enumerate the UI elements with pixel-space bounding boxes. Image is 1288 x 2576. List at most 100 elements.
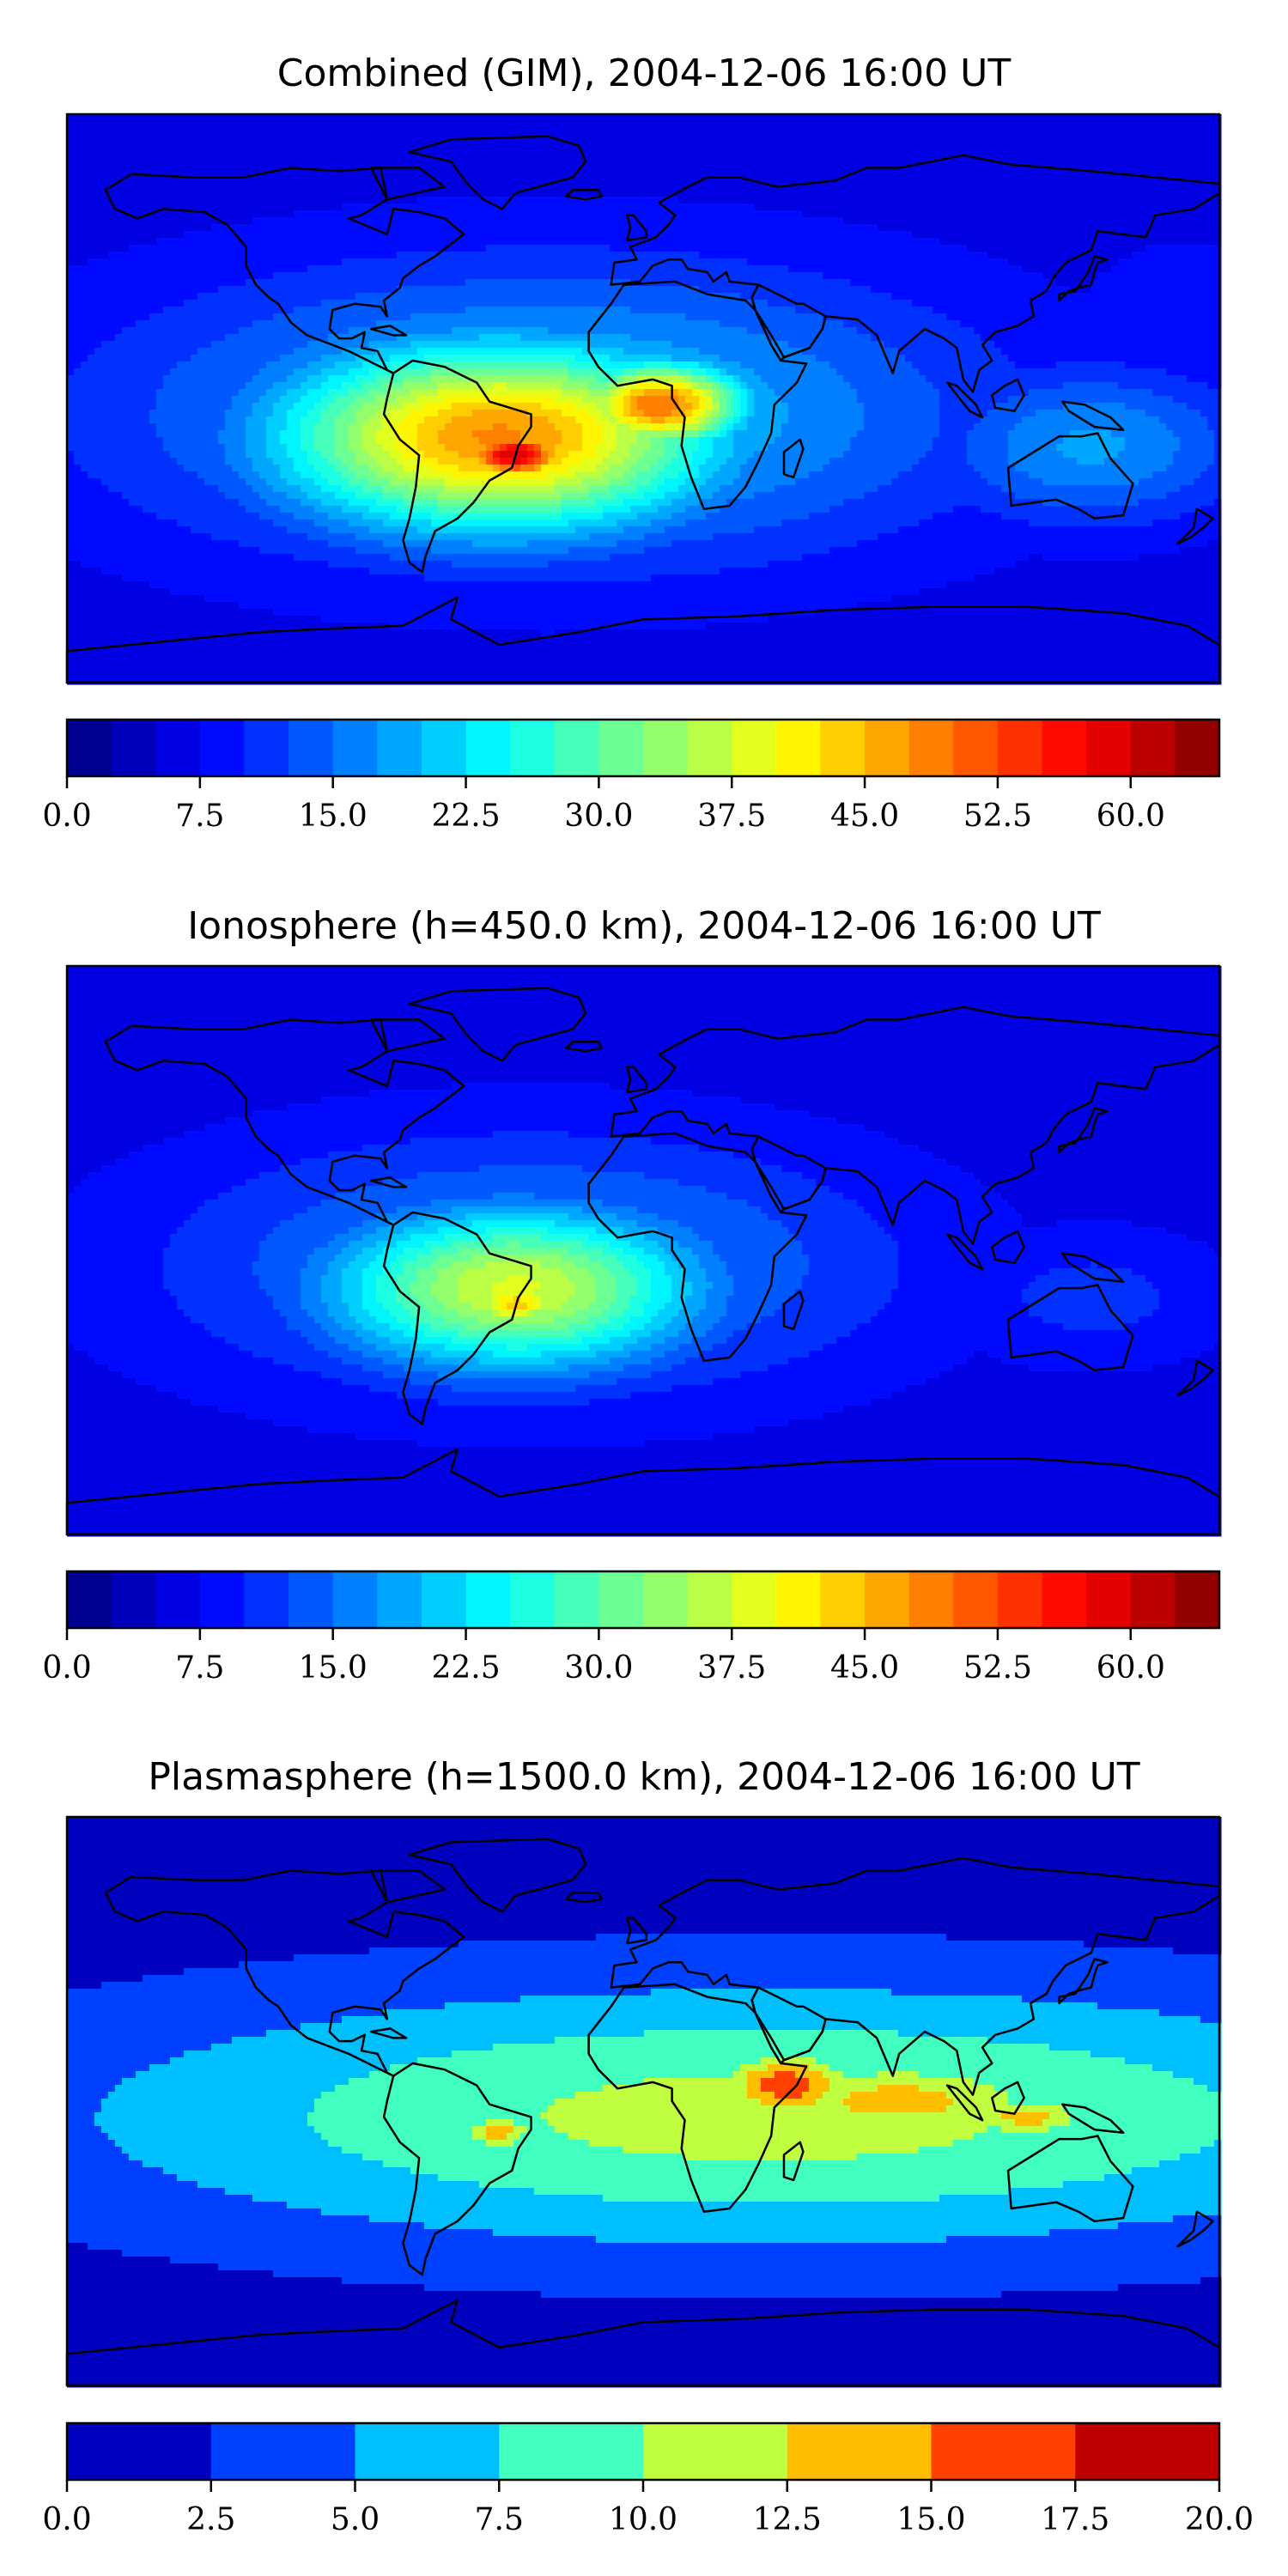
coastline-australia [1006,1284,1134,1372]
coastline-south-america [382,359,532,574]
coastline-madagascar [782,438,805,479]
colorbar-swatches [67,1571,1220,1628]
map-frame [65,1815,1221,2387]
colorbar-swatch [465,1571,511,1628]
coastline-greenland [408,987,587,1062]
colorbar-swatch [111,720,156,776]
colorbar-swatch [244,720,289,776]
coastline-borneo [991,1230,1025,1264]
colorbar-swatch [732,720,777,776]
coastline-layer [65,135,1221,684]
coastline-uk [626,214,647,242]
coastline-new-zealand [1176,1359,1214,1397]
coastline-borneo [991,2081,1025,2115]
colorbar-swatch [67,1571,112,1628]
panel-ionosphere: Ionosphere (h=450.0 km), 2004-12-06 16:0… [0,859,1288,1717]
colorbar-tick-label: 10.0 [609,2502,677,2537]
colorbar-tick-label: 15.0 [299,799,368,834]
colorbar-swatch [865,1571,910,1628]
colorbar-swatch [377,720,422,776]
coastline-baffin-island [369,167,447,201]
colorbar-swatch [67,720,112,776]
coastline-iceland [565,1041,603,1053]
colorbar-swatch [289,1571,334,1628]
coastline-baffin-island [369,1869,447,1904]
colorbar-swatch [1075,2423,1220,2480]
colorbar-tick-label: 37.5 [697,1650,766,1686]
colorbar-swatch [510,720,556,776]
chart-title: Plasmasphere (h=1500.0 km), 2004-12-06 1… [0,1755,1288,1799]
colorbar-swatch [510,1571,556,1628]
colorbar-tick-label: 22.5 [431,1650,500,1686]
colorbar-swatch [244,1571,289,1628]
colorbar-swatch [421,1571,467,1628]
colorbar-tick-label: 15.0 [896,2502,965,2537]
colorbar-swatch [1175,720,1220,776]
coastline-iceland [565,1892,603,1904]
colorbar-swatch [908,720,954,776]
coastline-new-guinea [1061,2103,1125,2135]
colorbar-swatch [931,2423,1076,2480]
colorbar-swatch [199,1571,246,1628]
coastline-australia [1006,2135,1134,2223]
colorbar-swatch [953,1571,999,1628]
colorbar-tick-label: 45.0 [830,799,899,834]
coastline-africa [587,1132,808,1362]
colorbar-swatch [787,2423,933,2480]
colorbar-swatch [775,720,822,776]
panel-combined: Combined (GIM), 2004-12-06 16:00 UT 0.0 7… [0,0,1288,859]
panel-plasmasphere: Plasmasphere (h=1500.0 km), 2004-12-06 1… [0,1717,1288,2576]
chart-title: Combined (GIM), 2004-12-06 16:00 UT [0,52,1288,95]
coastline-iceland [565,189,603,201]
coastline-australia [1006,432,1134,520]
colorbar-swatch [997,1571,1043,1628]
colorbar-tick-label: 0.0 [42,1650,91,1686]
colorbar-swatch [465,720,511,776]
colorbar-swatch [1130,720,1176,776]
colorbar-tick-label: 52.5 [963,1650,1032,1686]
coastline-layer [65,987,1221,1536]
colorbar-tick-label: 7.5 [175,799,224,834]
coastline-africa [587,280,808,510]
coastline-south-america [382,1211,532,1425]
colorbar-tick-label: 17.5 [1041,2502,1109,2537]
coastline-antarctica [65,596,1221,684]
colorbar-tick-label: 5.0 [331,2502,380,2537]
colorbar-swatch [598,720,644,776]
coastline-uk [626,1917,647,1945]
chart-title: Ionosphere (h=450.0 km), 2004-12-06 16:0… [0,904,1288,948]
coastline-baffin-island [369,1018,447,1053]
colorbar-tick-label: 7.5 [475,2502,524,2537]
colorbar-tick-label: 20.0 [1185,2502,1254,2537]
coastline-arabia-link [750,1986,827,2065]
coastline-cuba [369,1176,408,1188]
colorbar-tick-label: 22.5 [431,799,500,834]
map-plot [65,964,1222,1537]
colorbar-swatches [67,2423,1220,2480]
coastline-madagascar [782,2141,805,2182]
coastline-antarctica [65,2299,1221,2387]
colorbar-tick-label: 37.5 [697,799,766,834]
colorbar-swatch [687,720,732,776]
colorbar-swatch [155,1571,201,1628]
colorbar-frame [65,718,1221,778]
colorbar-swatch [1086,720,1132,776]
coastline-africa [587,1983,808,2213]
coastline-borneo [991,378,1025,412]
coastline-japan [1058,1107,1109,1154]
colorbar-swatch [1042,720,1087,776]
coastline-greenland [408,135,587,210]
colorbar-tick-label: 60.0 [1097,1650,1165,1686]
colorbar-tick-label: 0.0 [42,2502,91,2537]
coastline-madagascar [782,1290,805,1331]
tec-contour-fill [67,966,1222,1537]
colorbar: 0.0 7.5 15.0 22.5 30.0 37.5 45.0 52.5 60.0 [42,1570,1221,1686]
colorbar-swatches [67,720,1220,776]
colorbar-swatch [199,720,246,776]
map-frame [65,112,1221,684]
colorbar-tick-label: 30.0 [564,799,633,834]
colorbar-tick-label: 12.5 [753,2502,822,2537]
coastline-sumatra [945,1233,984,1271]
colorbar-swatch [820,1571,866,1628]
coastline-north-america [104,1869,465,2077]
